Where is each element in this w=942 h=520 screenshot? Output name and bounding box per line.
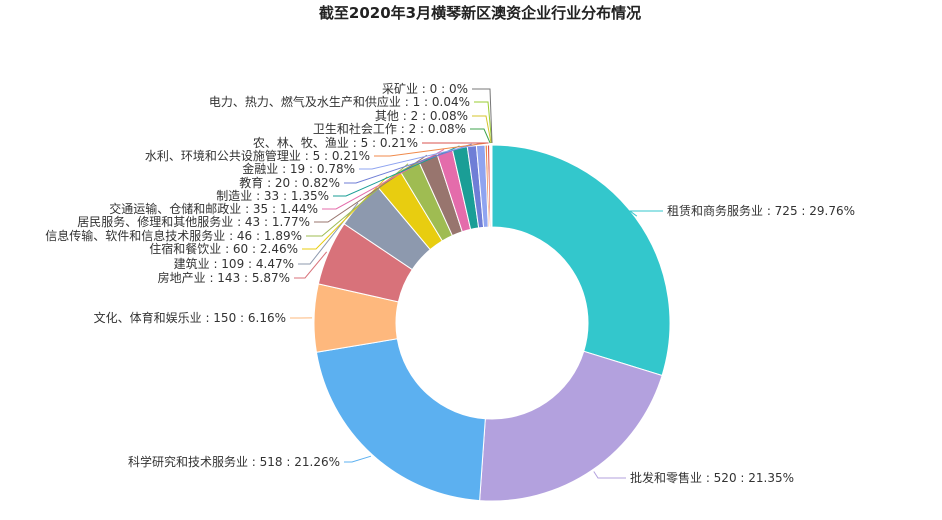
- slice-5-label: 建筑业 : 109 : 4.47%: [174, 256, 294, 271]
- slice-14-label: 农、林、牧、渔业 : 5 : 0.21%: [253, 136, 418, 150]
- slice-15-label: 卫生和社会工作 : 2 : 0.08%: [313, 121, 466, 136]
- slice-7-label: 信息传输、软件和信息技术服务业 : 46 : 1.89%: [45, 228, 302, 243]
- slice-0-arc[interactable]: [491, 144, 671, 377]
- slice-2-arc[interactable]: [315, 338, 486, 502]
- slice-0-leader-line: [628, 210, 663, 217]
- slice-11-label: 教育 : 20 : 0.82%: [239, 175, 340, 190]
- labels-layer: 租赁和商务服务业 : 725 : 29.76% 批发和零售业 : 520 : 21…: [45, 82, 855, 485]
- slice-18-leader-line: [472, 88, 493, 144]
- slice-17-label: 电力、热力、燃气及水生产和供应业 : 1 : 0.04%: [209, 94, 470, 109]
- slice-11-leader-line: [344, 143, 472, 184]
- slice-0-label: 租赁和商务服务业 : 725 : 29.76%: [667, 203, 855, 218]
- slice-18-label: 采矿业 : 0 : 0%: [382, 82, 468, 96]
- chart-title: 截至2020年3月横琴新区澳资企业行业分布情况: [319, 4, 641, 22]
- slice-15-leader-line: [470, 128, 491, 144]
- slice-3-label: 文化、体育和娱乐业 : 150 : 6.16%: [94, 310, 286, 325]
- slice-10-leader-line: [333, 145, 460, 197]
- slice-10-label: 制造业 : 33 : 1.35%: [216, 189, 329, 203]
- slice-6-label: 住宿和餐饮业 : 60 : 2.46%: [149, 241, 298, 256]
- slice-17-leader-line: [474, 101, 493, 144]
- slice-2-leader-line: [344, 455, 372, 463]
- slice-8-label: 居民服务、修理和其他服务业 : 43 : 1.77%: [77, 214, 310, 229]
- slice-4-leader-line: [294, 251, 328, 279]
- slices-layer: [313, 144, 671, 502]
- slice-9-leader-line: [322, 149, 445, 210]
- slice-1-leader-line: [593, 471, 626, 479]
- slice-13-leader-line: [374, 142, 487, 157]
- slice-9-label: 交通运输、仓储和邮政业 : 35 : 1.44%: [109, 201, 318, 216]
- slice-1-label: 批发和零售业 : 520 : 21.35%: [630, 470, 794, 485]
- slice-4-label: 房地产业 : 143 : 5.87%: [158, 270, 290, 285]
- slice-1-arc[interactable]: [479, 350, 663, 502]
- slice-16-label: 其他 : 2 : 0.08%: [375, 109, 468, 123]
- slice-12-leader-line: [359, 142, 481, 170]
- leader-lines-layer: [290, 88, 663, 479]
- slice-2-label: 科学研究和技术服务业 : 518 : 21.26%: [128, 454, 340, 469]
- slice-16-leader-line: [472, 115, 492, 144]
- slice-13-label: 水利、环境和公共设施管理业 : 5 : 0.21%: [145, 148, 370, 163]
- slice-12-label: 金融业 : 19 : 0.78%: [242, 161, 355, 176]
